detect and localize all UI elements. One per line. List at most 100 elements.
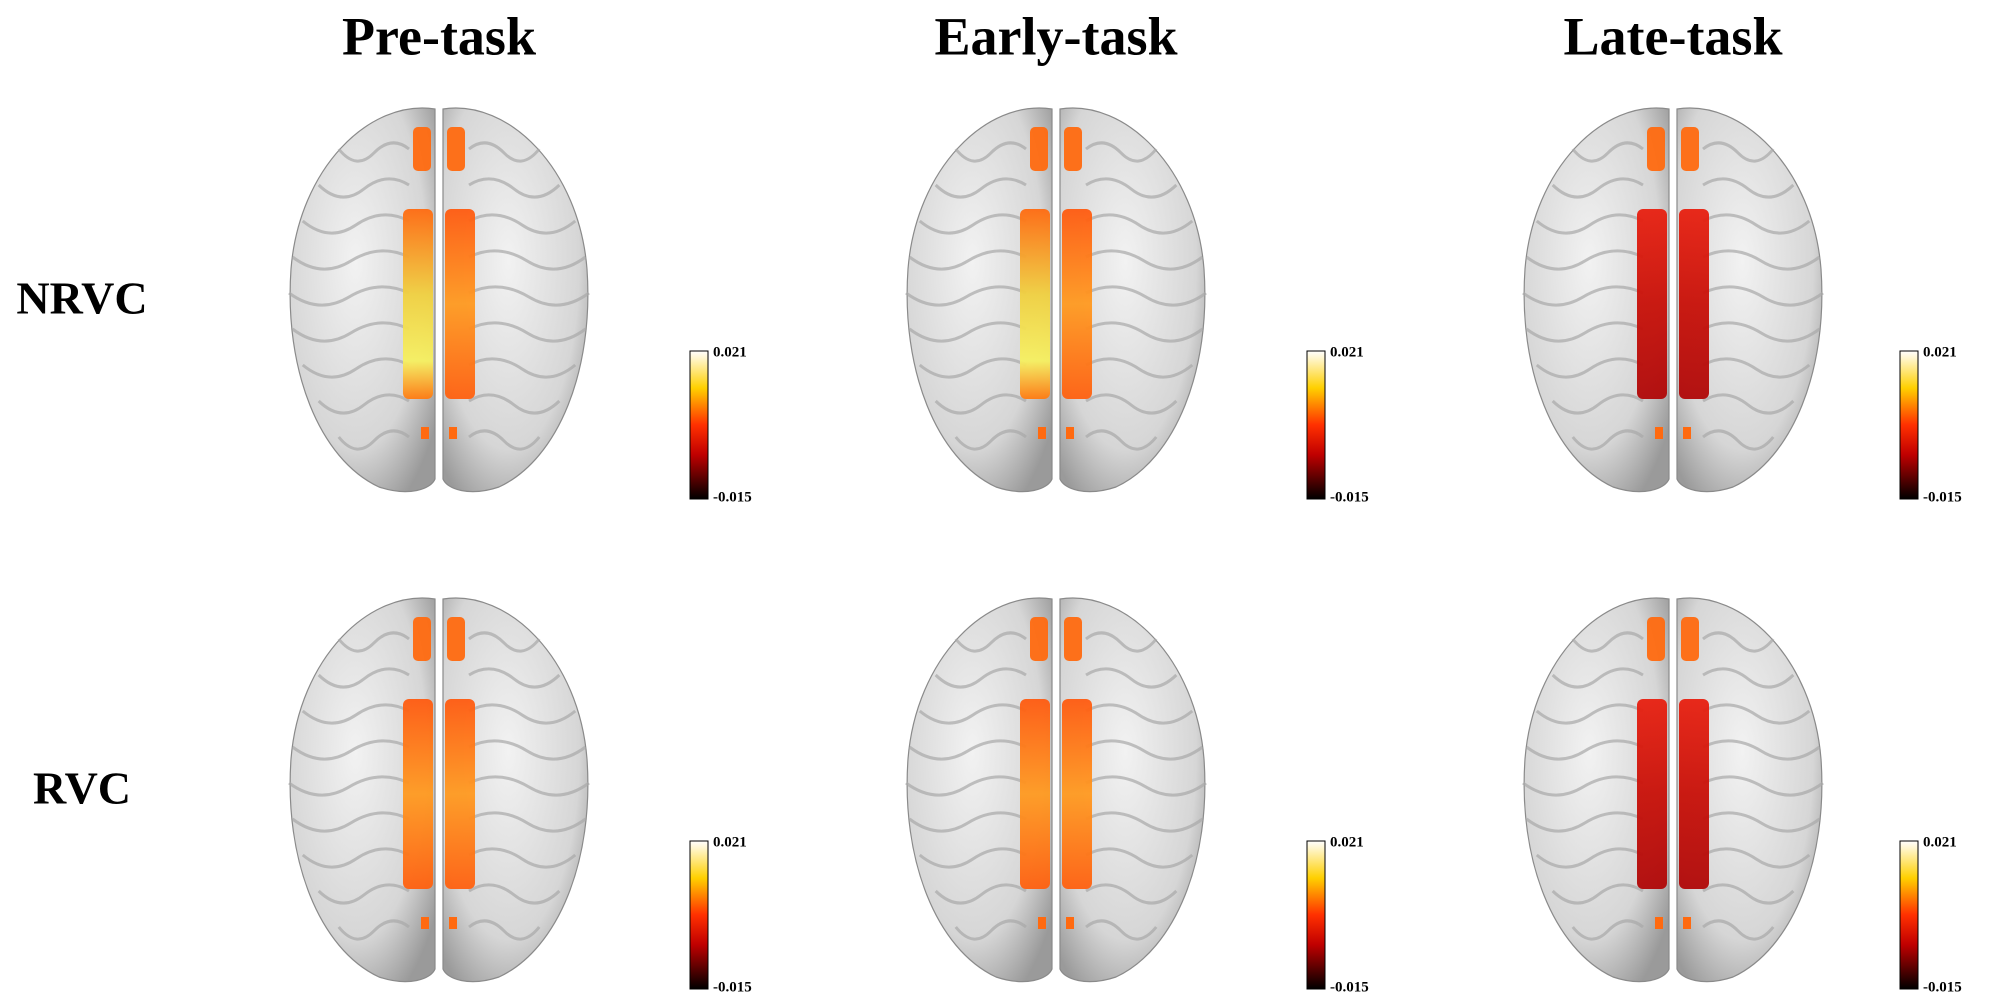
sulcus (468, 667, 561, 689)
sulcus (934, 667, 1027, 689)
sulcus (1085, 249, 1204, 271)
sulcus (1085, 357, 1194, 379)
colorbar (1899, 350, 1919, 500)
activation-motor (1020, 209, 1050, 399)
sulcus (1551, 667, 1644, 689)
sulcus (1535, 703, 1644, 725)
activation-parietal (449, 917, 457, 929)
sulcus (1535, 357, 1644, 379)
sulcus (468, 357, 577, 379)
colorbar-min: -0.015 (1923, 489, 1962, 505)
sulcus (1535, 847, 1644, 869)
sulcus (954, 429, 1027, 451)
sulcus (918, 703, 1027, 725)
sulcus (1085, 667, 1178, 689)
sulcus (908, 739, 1027, 761)
sulcus (1085, 919, 1158, 941)
sulcus (1571, 631, 1644, 653)
sulcus (1085, 177, 1178, 199)
sulcus (954, 141, 1027, 163)
sulcus (1551, 883, 1644, 905)
sulcus (1551, 393, 1644, 415)
activation-parietal (1655, 917, 1663, 929)
sulcus (1085, 213, 1194, 235)
sulcus (468, 177, 561, 199)
sulcus (934, 883, 1027, 905)
sulcus (934, 393, 1027, 415)
colorbar-max: 0.021 (713, 344, 747, 360)
activation-motor (1637, 699, 1667, 889)
sulcus (1702, 847, 1811, 869)
sulcus (918, 213, 1027, 235)
sulcus (337, 919, 410, 941)
activation-parietal (421, 917, 429, 929)
sulcus (317, 667, 410, 689)
activation-parietal (421, 427, 429, 439)
brain-panel (288, 107, 590, 493)
activation-parietal (1066, 427, 1074, 439)
activation-frontal (1030, 617, 1048, 661)
sulcus (1551, 177, 1644, 199)
sulcus (337, 429, 410, 451)
sulcus (468, 321, 587, 343)
colorbar-max: 0.021 (713, 834, 747, 850)
sulcus (291, 739, 410, 761)
sulcus (337, 141, 410, 163)
sulcus (1085, 883, 1178, 905)
activation-frontal (447, 127, 465, 171)
colorbar-max: 0.021 (1330, 344, 1364, 360)
activation-motor (1062, 209, 1092, 399)
sulcus (291, 811, 410, 833)
sulcus (1085, 739, 1204, 761)
sulcus (1525, 249, 1644, 271)
sulcus (468, 919, 541, 941)
column-title: Early-task (935, 6, 1178, 66)
sulcus (1702, 811, 1821, 833)
sulcus (1702, 703, 1811, 725)
column-title: Pre-task (342, 6, 536, 66)
activation-motor (1020, 699, 1050, 889)
colorbar (1899, 840, 1919, 990)
brain-panel (905, 107, 1207, 493)
sulcus (1702, 775, 1824, 797)
brain-panel (905, 597, 1207, 983)
colorbar (689, 350, 709, 500)
sulcus (1702, 141, 1775, 163)
sulcus (1702, 393, 1795, 415)
sulcus (468, 703, 577, 725)
sulcus (1522, 775, 1644, 797)
brain-panel (1522, 597, 1824, 983)
sulcus (908, 321, 1027, 343)
activation-motor (1062, 699, 1092, 889)
sulcus (1702, 321, 1821, 343)
row-label: RVC (33, 763, 131, 814)
sulcus (1085, 847, 1194, 869)
sulcus (468, 847, 577, 869)
sulcus (908, 249, 1027, 271)
activation-parietal (1066, 917, 1074, 929)
sulcus (468, 249, 587, 271)
brain-panel (1522, 107, 1824, 493)
colorbar-max: 0.021 (1923, 344, 1957, 360)
activation-parietal (1038, 917, 1046, 929)
brain-panel (288, 597, 590, 983)
sulcus (1702, 429, 1775, 451)
sulcus (468, 213, 577, 235)
row-label: NRVC (16, 273, 147, 324)
sulcus (1525, 811, 1644, 833)
colorbar-min: -0.015 (1923, 979, 1962, 995)
colorbar-min: -0.015 (713, 979, 752, 995)
sulcus (337, 631, 410, 653)
sulcus (301, 357, 410, 379)
sulcus (1525, 739, 1644, 761)
sulcus (317, 177, 410, 199)
sulcus (468, 141, 541, 163)
sulcus (1702, 667, 1795, 689)
activation-parietal (1683, 427, 1691, 439)
activation-parietal (1683, 917, 1691, 929)
sulcus (468, 811, 587, 833)
activation-motor (445, 699, 475, 889)
activation-frontal (1064, 617, 1082, 661)
sulcus (1702, 285, 1824, 307)
